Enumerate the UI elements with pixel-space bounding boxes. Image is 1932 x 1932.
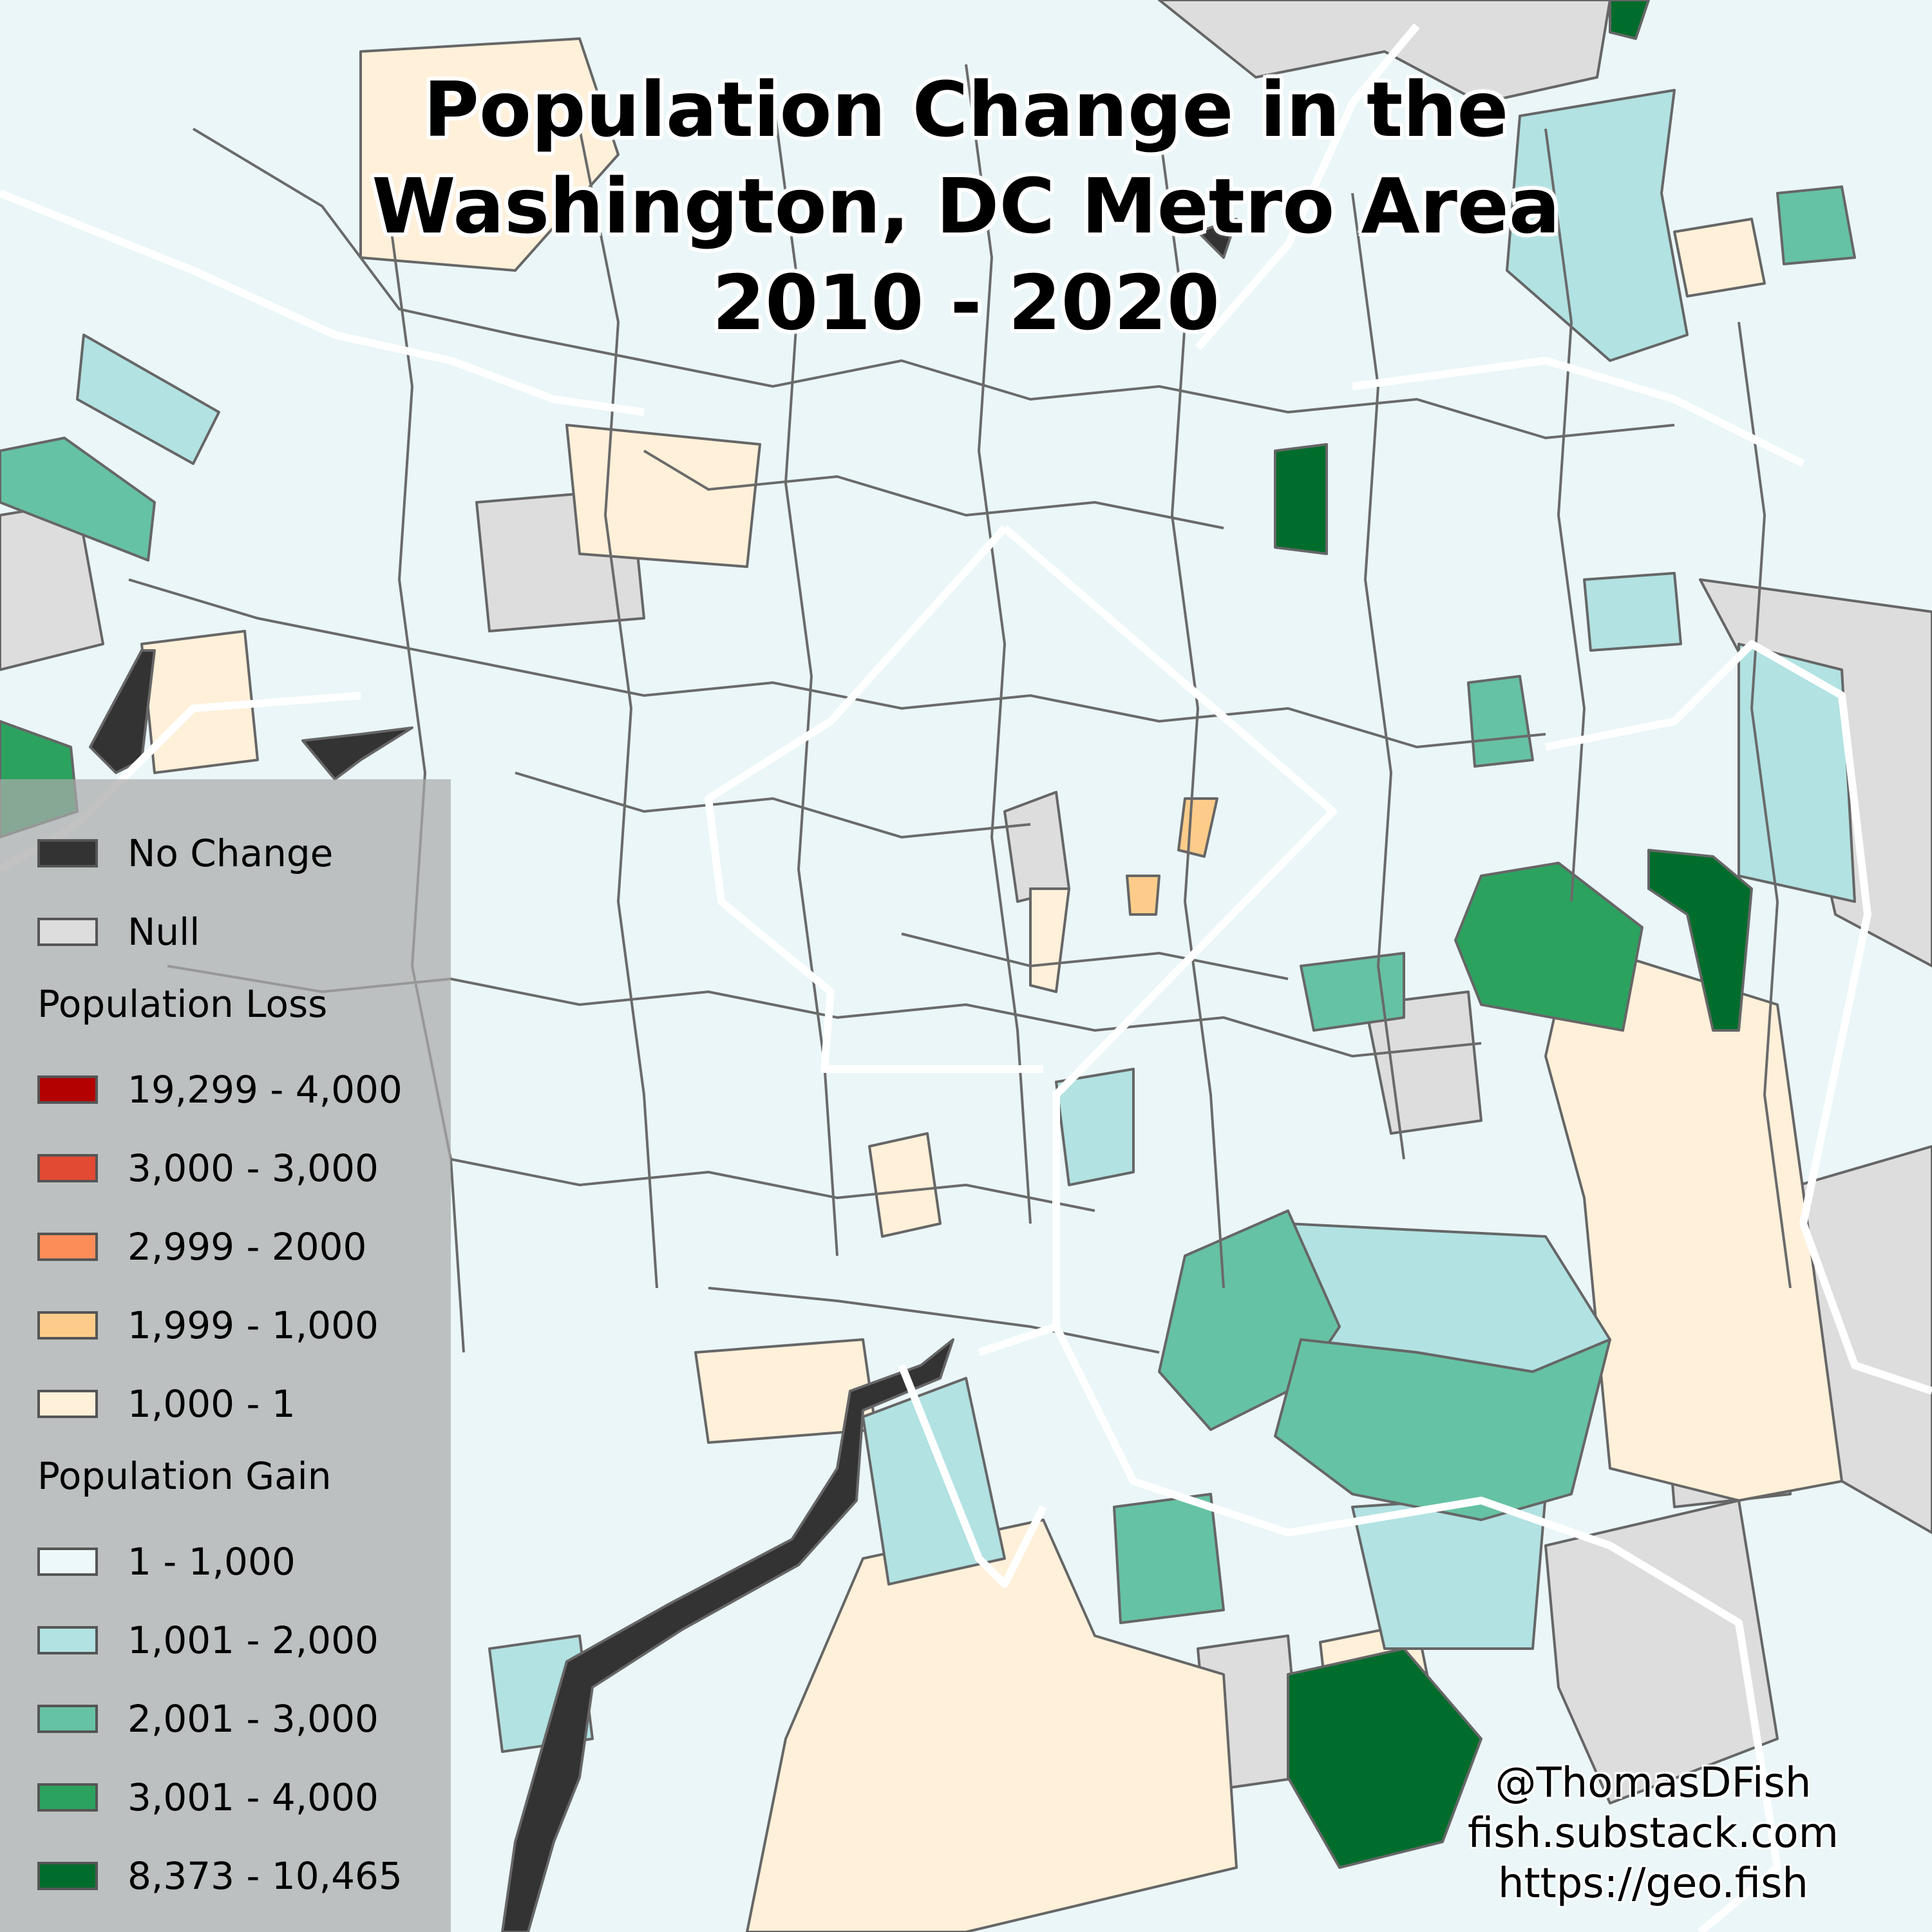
legend-item-gain: 8,373 - 10,465 bbox=[37, 1854, 402, 1898]
legend-header-gain: Population Gain bbox=[37, 1454, 332, 1498]
legend-swatch-loss bbox=[37, 1390, 98, 1418]
legend-swatch-gain bbox=[37, 1626, 98, 1654]
credit-handle: @ThomasDFish bbox=[1495, 1759, 1812, 1807]
tract-loss bbox=[1673, 218, 1766, 298]
tract-gain-8373 bbox=[1647, 849, 1753, 1032]
legend-label: 1 - 1,000 bbox=[128, 1540, 296, 1584]
legend-swatch-null bbox=[37, 918, 98, 946]
tract-loss bbox=[746, 1519, 1238, 1932]
tract-null bbox=[1544, 1499, 1779, 1804]
tract-gain-8373 bbox=[1287, 1647, 1482, 1869]
legend-swatch-loss bbox=[37, 1154, 98, 1182]
tract-no-change bbox=[301, 726, 413, 781]
tract-gain-2001 bbox=[0, 437, 156, 562]
tract-gain-1001 bbox=[1506, 89, 1689, 362]
tract-loss bbox=[359, 37, 620, 272]
tract-gain-2001 bbox=[1300, 952, 1405, 1032]
credit-substack: fish.substack.com bbox=[1467, 1810, 1839, 1857]
legend-label: 1,000 - 1 bbox=[128, 1382, 296, 1426]
legend-label: 2,999 - 2000 bbox=[128, 1225, 367, 1269]
legend-item-no-change: No Change bbox=[37, 831, 334, 875]
credit-site: https://geo.fish bbox=[1497, 1860, 1808, 1908]
map-legend: No Change Null Population Loss 19,299 - … bbox=[0, 779, 451, 1932]
legend-label: 2,001 - 3,000 bbox=[128, 1697, 379, 1741]
tract-no-change bbox=[89, 649, 156, 774]
tract-loss bbox=[868, 1132, 942, 1238]
map-title-line-2: Washington, DC Metro Area bbox=[372, 162, 1560, 251]
tract-loss bbox=[1544, 939, 1843, 1502]
tract-no-change bbox=[1197, 218, 1238, 259]
legend-swatch-gain bbox=[37, 1783, 98, 1812]
tract-gain-1001 bbox=[1738, 643, 1856, 903]
legend-item-gain: 1,001 - 2,000 bbox=[37, 1618, 379, 1662]
legend-item-null: Null bbox=[37, 910, 200, 954]
legend-label: 1,999 - 1,000 bbox=[128, 1303, 379, 1347]
legend-header-loss: Population Loss bbox=[37, 982, 328, 1026]
map-title-line-3: 2010 - 2020 bbox=[712, 258, 1220, 347]
legend-label: 3,001 - 4,000 bbox=[128, 1776, 379, 1819]
legend-item-loss: 2,999 - 2000 bbox=[37, 1225, 367, 1269]
legend-item-loss: 1,999 - 1,000 bbox=[37, 1303, 379, 1347]
tract-gain-1001 bbox=[76, 334, 220, 465]
map-title-line-1: Population Change in the bbox=[423, 65, 1509, 154]
tract-gain-2001 bbox=[1467, 675, 1534, 768]
legend-item-loss: 1,000 - 1 bbox=[37, 1382, 296, 1426]
tract-gain-3001 bbox=[1454, 862, 1643, 1032]
legend-label: 3,000 - 3,000 bbox=[128, 1146, 379, 1190]
tract-loss-1000 bbox=[1126, 875, 1160, 916]
tract-gain-8373 bbox=[1609, 0, 1650, 40]
tract-no-change bbox=[501, 1338, 954, 1932]
legend-item-gain: 3,001 - 4,000 bbox=[37, 1776, 379, 1819]
tract-null bbox=[1003, 791, 1070, 903]
tract-loss bbox=[565, 424, 761, 568]
legend-swatch-no-change bbox=[37, 839, 98, 867]
tract-null bbox=[1364, 990, 1482, 1135]
tract-gain-2001 bbox=[1113, 1493, 1225, 1624]
legend-swatch-gain bbox=[37, 1548, 98, 1576]
tract-gain-1001 bbox=[1583, 572, 1682, 652]
legend-label: Null bbox=[128, 910, 200, 954]
legend-label: 1,001 - 2,000 bbox=[128, 1618, 379, 1662]
legend-item-gain: 2,001 - 3,000 bbox=[37, 1697, 379, 1741]
legend-item-gain: 1 - 1,000 bbox=[37, 1540, 296, 1584]
map-title: Population Change in the Washington, DC … bbox=[0, 61, 1932, 351]
legend-label: No Change bbox=[128, 831, 334, 875]
legend-item-loss: 19,299 - 4,000 bbox=[37, 1068, 402, 1112]
legend-item-loss: 3,000 - 3,000 bbox=[37, 1146, 379, 1190]
legend-label: 19,299 - 4,000 bbox=[128, 1068, 402, 1112]
tract-gain-8373 bbox=[1274, 443, 1328, 555]
tract-gain-2001 bbox=[1776, 185, 1856, 265]
tract-boundaries bbox=[128, 64, 1792, 1354]
legend-swatch-loss bbox=[37, 1311, 98, 1340]
legend-swatch-loss bbox=[37, 1075, 98, 1104]
legend-swatch-loss bbox=[37, 1233, 98, 1261]
tract-gain-2001 bbox=[1274, 1338, 1611, 1521]
legend-label: 8,373 - 10,465 bbox=[128, 1854, 402, 1898]
legend-swatch-gain bbox=[37, 1862, 98, 1890]
tract-gain-1001 bbox=[1055, 1068, 1135, 1186]
tract-null bbox=[1158, 0, 1611, 104]
legend-swatch-gain bbox=[37, 1705, 98, 1733]
credits: @ThomasDFish fish.substack.com https://g… bbox=[1468, 1758, 1839, 1909]
tract-loss bbox=[140, 630, 259, 774]
